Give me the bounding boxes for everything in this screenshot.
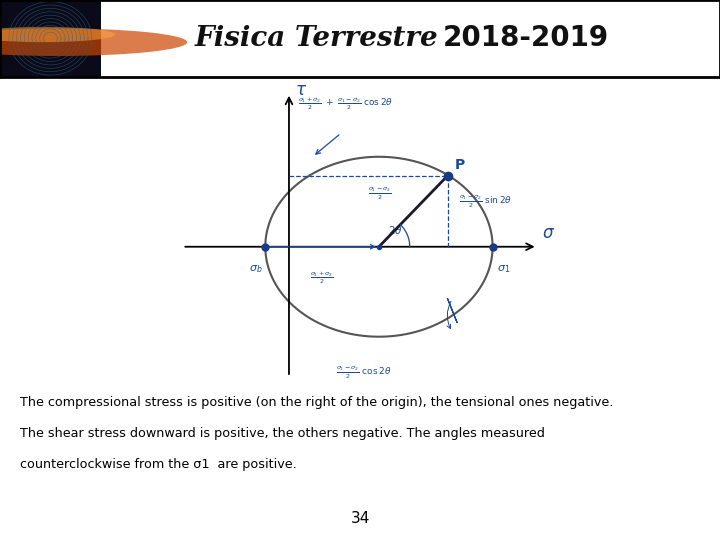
Text: $\frac{\sigma_1-\sigma_2}{2}\ \sin 2\theta$: $\frac{\sigma_1-\sigma_2}{2}\ \sin 2\the… <box>459 194 513 210</box>
Text: counterclockwise from the σ1  are positive.: counterclockwise from the σ1 are positiv… <box>20 458 297 471</box>
Text: 2018-2019: 2018-2019 <box>443 24 608 52</box>
Text: $\frac{\sigma_1-\sigma_2}{2}$: $\frac{\sigma_1-\sigma_2}{2}$ <box>369 185 392 202</box>
Text: $\sigma_1$: $\sigma_1$ <box>498 264 510 275</box>
Bar <box>0 0 101 77</box>
Text: $\sigma$: $\sigma$ <box>542 224 555 242</box>
Text: The shear stress downward is positive, the others negative. The angles measured: The shear stress downward is positive, t… <box>20 427 545 440</box>
Text: $2\theta$: $2\theta$ <box>388 224 403 236</box>
Text: P: P <box>455 158 465 172</box>
Circle shape <box>0 27 115 42</box>
Text: $\sigma_b$: $\sigma_b$ <box>249 264 263 275</box>
Circle shape <box>0 29 187 56</box>
Text: $\tau$: $\tau$ <box>295 82 307 99</box>
Text: 34: 34 <box>351 511 369 526</box>
Text: $\frac{\sigma_1-\sigma_2}{2}\ \cos 2\theta$: $\frac{\sigma_1-\sigma_2}{2}\ \cos 2\the… <box>336 365 392 381</box>
Text: $\frac{\sigma_1+\sigma_2}{2}\ +\ \frac{\sigma_1-\sigma_2}{2}\ \cos 2\theta$: $\frac{\sigma_1+\sigma_2}{2}\ +\ \frac{\… <box>299 95 394 112</box>
Text: $\frac{\sigma_1+\sigma_2}{2}$: $\frac{\sigma_1+\sigma_2}{2}$ <box>310 269 334 286</box>
Text: Fisica Terrestre: Fisica Terrestre <box>195 25 438 52</box>
Text: The compressional stress is positive (on the right of the origin), the tensional: The compressional stress is positive (on… <box>20 396 613 409</box>
